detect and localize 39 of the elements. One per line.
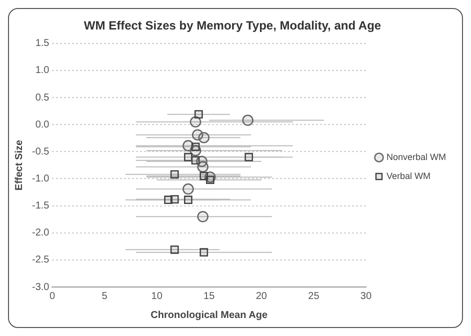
point: [194, 110, 203, 118]
point: [184, 152, 192, 162]
y-tick-label: 0.0: [35, 119, 50, 130]
y-tick-label: 0.5: [35, 92, 50, 104]
point: [170, 170, 179, 179]
y-tick-label: -1.0: [32, 173, 50, 184]
y-tick-label: -2.0: [32, 228, 50, 239]
y-axis-title: Effect Size: [14, 139, 25, 190]
x-tick-label: 25: [308, 290, 320, 302]
x-tick-label: 20: [256, 290, 268, 302]
point: [170, 195, 179, 204]
chart-title: WM Effect Sizes by Memory Type, Modality, and Age: [84, 18, 382, 33]
point: [198, 132, 210, 144]
y-tick-label: -3.0: [32, 282, 50, 293]
point: [197, 210, 208, 222]
point: [200, 248, 208, 257]
y-tick-label: -1.5: [32, 200, 50, 212]
legend-label: Verbal WM: [386, 170, 430, 181]
x-tick-label: 15: [204, 290, 216, 302]
point: [184, 196, 192, 204]
x-tick-label: 0: [49, 290, 56, 302]
x-tick-label: 5: [102, 290, 108, 302]
point: [197, 161, 208, 172]
y-tick-label: 1.0: [35, 65, 50, 76]
legend-label: Nonverbal WM: [386, 152, 446, 162]
point: [206, 176, 214, 184]
y-tick-label: 1.5: [35, 38, 50, 50]
y-tick-label: -2.5: [32, 254, 50, 266]
point: [182, 183, 194, 195]
point: [170, 245, 179, 254]
y-tick-label: -0.5: [32, 146, 50, 158]
point: [190, 116, 202, 128]
point: [191, 142, 200, 151]
x-tick-label: 30: [360, 290, 372, 302]
x-axis-title: Chronological Mean Age: [150, 310, 268, 321]
point: [191, 156, 200, 165]
point: [242, 114, 254, 126]
x-tick-label: 10: [151, 290, 163, 302]
point: [244, 152, 254, 162]
